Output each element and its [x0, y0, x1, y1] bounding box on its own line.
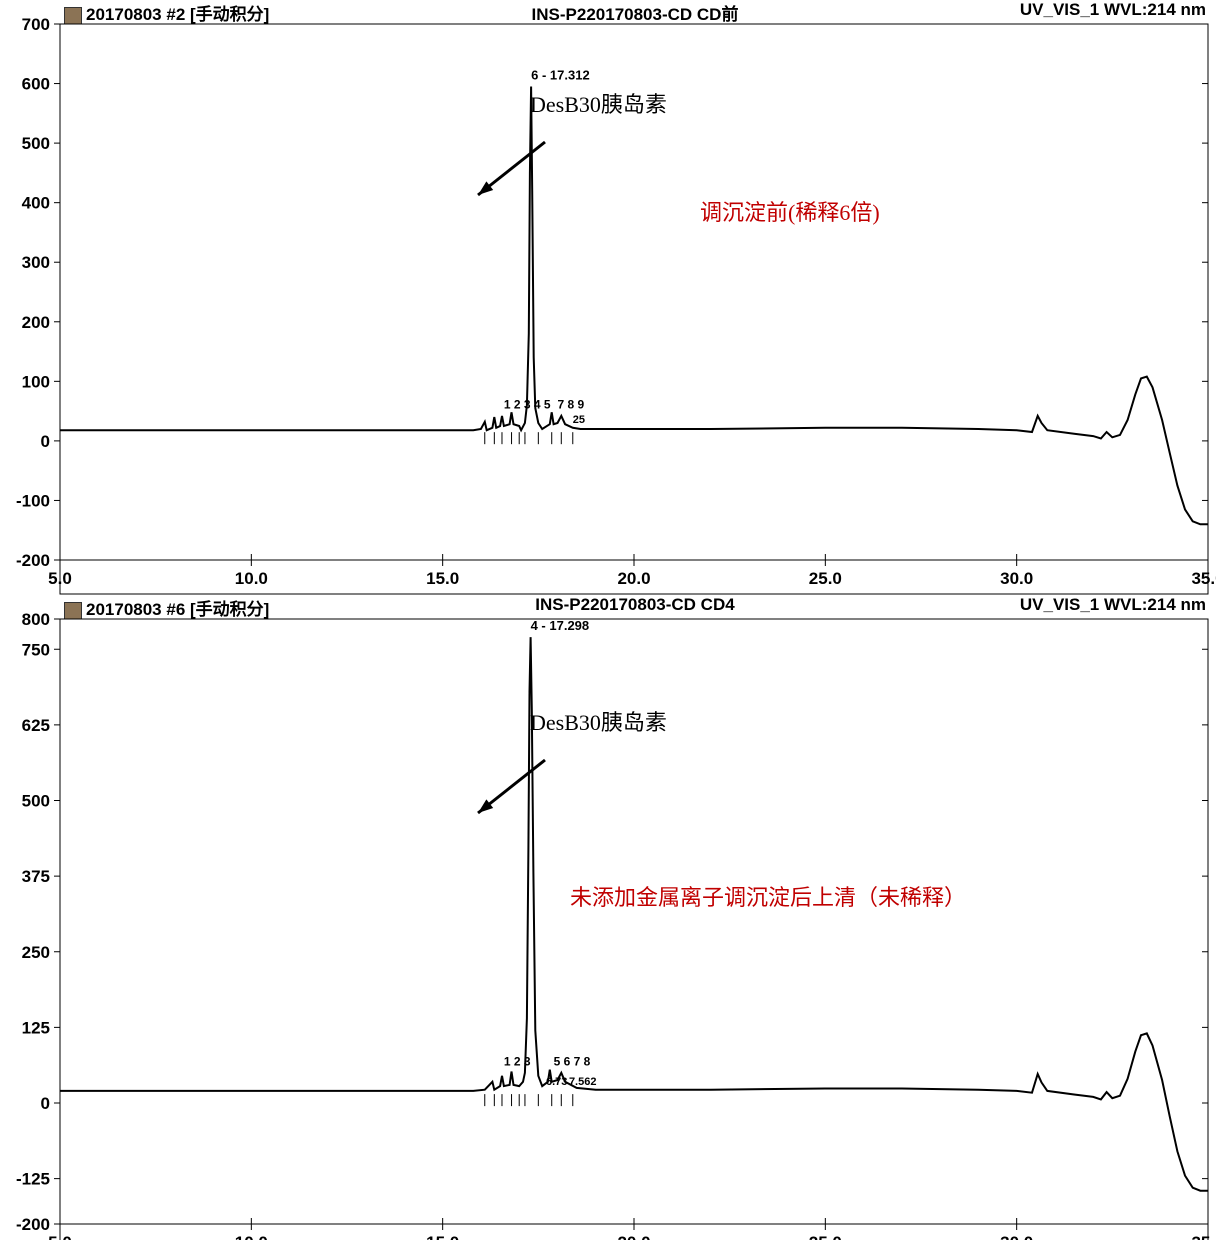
svg-text:1 2 3 4 5: 1 2 3 4 5	[504, 397, 551, 411]
svg-text:25: 25	[573, 414, 585, 426]
svg-text:-100: -100	[16, 491, 50, 510]
svg-text:DesB30胰岛素: DesB30胰岛素	[530, 92, 667, 117]
svg-text:6 - 17.312: 6 - 17.312	[531, 68, 590, 83]
svg-text:300: 300	[22, 253, 50, 272]
svg-text:500: 500	[22, 134, 50, 153]
panel2-plot-svg: -200 -125 0 125 250 375 500 625 750 800 5.0 10.0 15.…	[0, 595, 1216, 1240]
svg-text:250: 250	[22, 943, 50, 962]
svg-text:20.0: 20.0	[617, 569, 650, 588]
svg-text:35.0: 35.0	[1191, 569, 1216, 588]
svg-text:0: 0	[41, 1094, 50, 1113]
svg-text:125: 125	[22, 1018, 50, 1037]
svg-text:400: 400	[22, 194, 50, 213]
svg-text:30.0: 30.0	[1000, 1233, 1033, 1240]
svg-text:15.0: 15.0	[426, 569, 459, 588]
svg-text:35.0: 35.0	[1191, 1233, 1216, 1240]
chromatogram-panel-2: 20170803 #6 [手动积分] INS-P220170803-CD CD4…	[0, 595, 1216, 1240]
svg-text:5.0: 5.0	[48, 569, 72, 588]
svg-text:5 6 7 8: 5 6 7 8	[554, 1055, 591, 1069]
svg-text:-200: -200	[16, 1215, 50, 1234]
svg-text:600: 600	[22, 75, 50, 94]
chromatogram-container: 20170803 #2 [手动积分] INS-P220170803-CD CD前…	[0, 0, 1216, 1240]
svg-text:700: 700	[22, 15, 50, 34]
svg-text:200: 200	[22, 313, 50, 332]
svg-text:25.0: 25.0	[809, 1233, 842, 1240]
svg-text:750: 750	[22, 640, 50, 659]
svg-text:30.0: 30.0	[1000, 569, 1033, 588]
svg-text:500: 500	[22, 792, 50, 811]
svg-text:5.0: 5.0	[48, 1233, 72, 1240]
svg-text:6.73: 6.73	[546, 1076, 567, 1088]
panel1-plot-svg: -200 -100 0 100 200 300 400 500 600 700 5.0 10.0 15.…	[0, 0, 1216, 595]
svg-text:10.0: 10.0	[235, 1233, 268, 1240]
svg-text:10.0: 10.0	[235, 569, 268, 588]
svg-text:7.562: 7.562	[569, 1076, 597, 1088]
svg-text:800: 800	[22, 610, 50, 629]
svg-text:375: 375	[22, 867, 50, 886]
svg-text:20.0: 20.0	[617, 1233, 650, 1240]
svg-text:15.0: 15.0	[426, 1233, 459, 1240]
svg-text:调沉淀前(稀释6倍): 调沉淀前(稀释6倍)	[700, 200, 880, 225]
svg-text:未添加金属离子调沉淀后上清（未稀释）: 未添加金属离子调沉淀后上清（未稀释）	[570, 885, 966, 910]
svg-text:-125: -125	[16, 1170, 50, 1189]
svg-text:-200: -200	[16, 551, 50, 570]
svg-text:1 2 3: 1 2 3	[504, 1055, 531, 1069]
svg-text:100: 100	[22, 372, 50, 391]
svg-text:0: 0	[41, 432, 50, 451]
svg-text:25.0: 25.0	[809, 569, 842, 588]
svg-text:625: 625	[22, 716, 50, 735]
svg-text:DesB30胰岛素: DesB30胰岛素	[530, 710, 667, 735]
chromatogram-panel-1: 20170803 #2 [手动积分] INS-P220170803-CD CD前…	[0, 0, 1216, 595]
svg-text:4 - 17.298: 4 - 17.298	[531, 618, 590, 633]
svg-text:7 8 9: 7 8 9	[557, 397, 584, 411]
